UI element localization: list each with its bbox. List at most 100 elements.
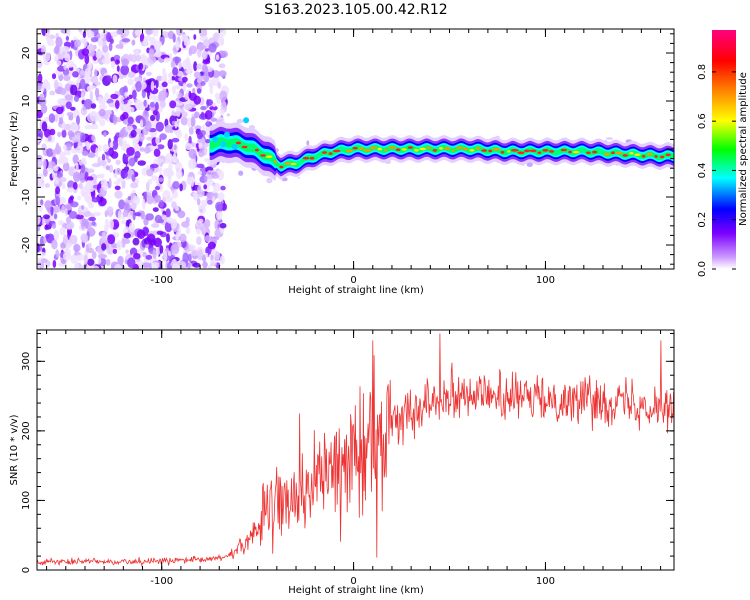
noise-blob	[90, 265, 100, 269]
ridge-hotspot	[611, 151, 615, 154]
noise-blob	[149, 163, 159, 169]
noise-blob	[94, 68, 98, 77]
noise-blob	[158, 90, 167, 102]
ridge-hotspot	[401, 148, 408, 151]
noise-blob	[91, 163, 101, 168]
noise-blob	[176, 170, 183, 179]
noise-blob	[106, 31, 112, 43]
noise-blob	[37, 159, 44, 168]
noise-blob	[154, 194, 161, 203]
noise-blob	[167, 78, 174, 85]
noise-blob	[116, 65, 120, 72]
noise-blob	[153, 148, 161, 157]
y-tick-label: 100	[21, 491, 32, 510]
noise-blob	[91, 197, 101, 203]
ridge-halo-blob	[297, 176, 300, 179]
noise-blob	[85, 243, 89, 253]
noise-blob	[142, 262, 151, 268]
noise-blob	[98, 253, 108, 259]
ridge-hotspot	[316, 154, 320, 158]
noise-blob	[61, 182, 66, 190]
noise-blob	[103, 180, 109, 192]
noise-blob	[78, 159, 87, 166]
noise-blob	[210, 254, 214, 261]
noise-blob	[105, 165, 110, 171]
noise-blob	[139, 32, 145, 44]
noise-blob	[98, 104, 108, 110]
noise-blob	[75, 79, 80, 89]
noise-blob	[72, 154, 79, 165]
noise-blob	[136, 229, 146, 240]
noise-blob	[202, 254, 207, 262]
noise-blob	[49, 128, 56, 136]
noise-blob	[145, 181, 150, 192]
noise-blob	[102, 144, 109, 153]
noise-blob	[184, 132, 188, 142]
ridge-hotspot	[462, 147, 469, 151]
ridge-hotspot	[284, 162, 291, 165]
ridge-hotspot	[568, 150, 572, 154]
noise-blob	[117, 95, 125, 101]
noise-blob	[95, 49, 102, 59]
noise-blob	[104, 92, 109, 101]
noise-blob	[134, 212, 142, 217]
colorbar-ticks: 0.0 0.2 0.4 0.6 0.8	[697, 64, 736, 277]
noise-blob	[153, 237, 162, 248]
noise-blob	[94, 87, 100, 98]
noise-blob	[170, 60, 176, 68]
ridge-hotspot	[236, 141, 241, 145]
noise-blob	[208, 265, 212, 269]
noise-blob	[106, 109, 112, 115]
noise-blob	[127, 196, 132, 201]
noise-blob	[140, 210, 145, 220]
noise-blob	[132, 237, 140, 246]
snr-x-label: Height of straight line (km)	[288, 585, 424, 596]
ridge-hotspot	[659, 155, 665, 159]
noise-blob	[84, 67, 91, 77]
ridge-hotspot	[265, 155, 273, 158]
noise-blob	[99, 119, 106, 127]
noise-blob	[172, 85, 176, 95]
y-tick-label: 0	[21, 146, 32, 152]
noise-blob	[135, 81, 142, 92]
noise-blob	[66, 187, 76, 193]
ridge-hotspot	[634, 153, 641, 156]
noise-blob	[133, 49, 140, 56]
noise-blob	[139, 119, 144, 129]
noise-blob	[205, 126, 209, 138]
noise-blob	[170, 218, 178, 230]
noise-blob	[68, 166, 75, 177]
noise-blob	[197, 170, 203, 175]
noise-blob	[99, 173, 105, 179]
noise-blob	[117, 255, 124, 266]
noise-blob	[177, 227, 182, 235]
noise-blob	[120, 170, 129, 179]
ridge-hotspot	[273, 160, 277, 163]
noise-blob	[75, 162, 79, 173]
ridge-hotspot	[407, 146, 414, 149]
ridge-hotspot	[414, 148, 419, 152]
noise-blob	[74, 39, 81, 48]
noise-blob	[82, 106, 86, 111]
noise-blob	[179, 183, 183, 192]
noise-blob	[109, 38, 114, 44]
ridge-halo-blob	[226, 113, 230, 117]
noise-blob	[151, 29, 159, 37]
noise-blob	[70, 122, 79, 133]
noise-blob	[47, 135, 52, 142]
colorbar-label: Normalized spectral amplitude	[738, 72, 749, 226]
noise-blob	[114, 167, 118, 179]
noise-blob	[167, 250, 172, 257]
noise-blob	[58, 176, 67, 183]
ridge-hotspot	[572, 150, 580, 154]
noise-blob	[200, 105, 207, 111]
noise-blob	[213, 182, 221, 192]
noise-blob	[190, 176, 194, 188]
noise-blob	[187, 117, 192, 128]
noise-blob	[86, 44, 95, 52]
ridge-hotspot	[241, 145, 248, 149]
noise-blob	[112, 74, 118, 84]
ridge-hotspot	[646, 152, 653, 156]
spectrogram-ridge	[206, 104, 674, 184]
noise-blob	[54, 176, 60, 185]
